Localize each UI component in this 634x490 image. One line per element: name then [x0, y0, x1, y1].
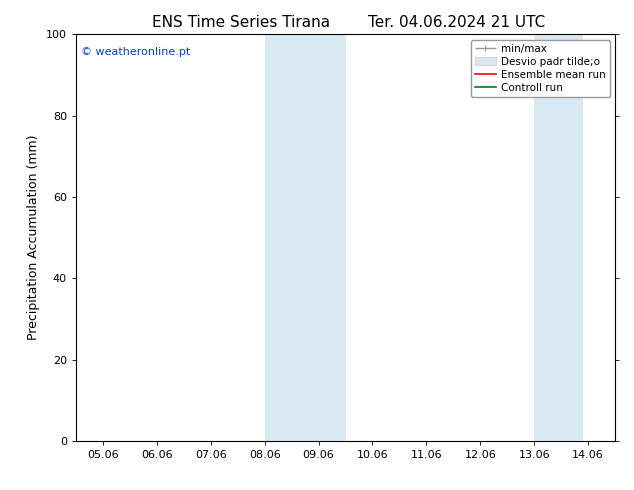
Text: © weatheronline.pt: © weatheronline.pt — [81, 47, 191, 56]
Text: ENS Time Series Tirana: ENS Time Series Tirana — [152, 15, 330, 30]
Y-axis label: Precipitation Accumulation (mm): Precipitation Accumulation (mm) — [27, 135, 41, 341]
Legend: min/max, Desvio padr tilde;o, Ensemble mean run, Controll run: min/max, Desvio padr tilde;o, Ensemble m… — [470, 40, 610, 97]
Bar — [534, 34, 583, 441]
Bar — [265, 34, 346, 441]
Text: Ter. 04.06.2024 21 UTC: Ter. 04.06.2024 21 UTC — [368, 15, 545, 30]
